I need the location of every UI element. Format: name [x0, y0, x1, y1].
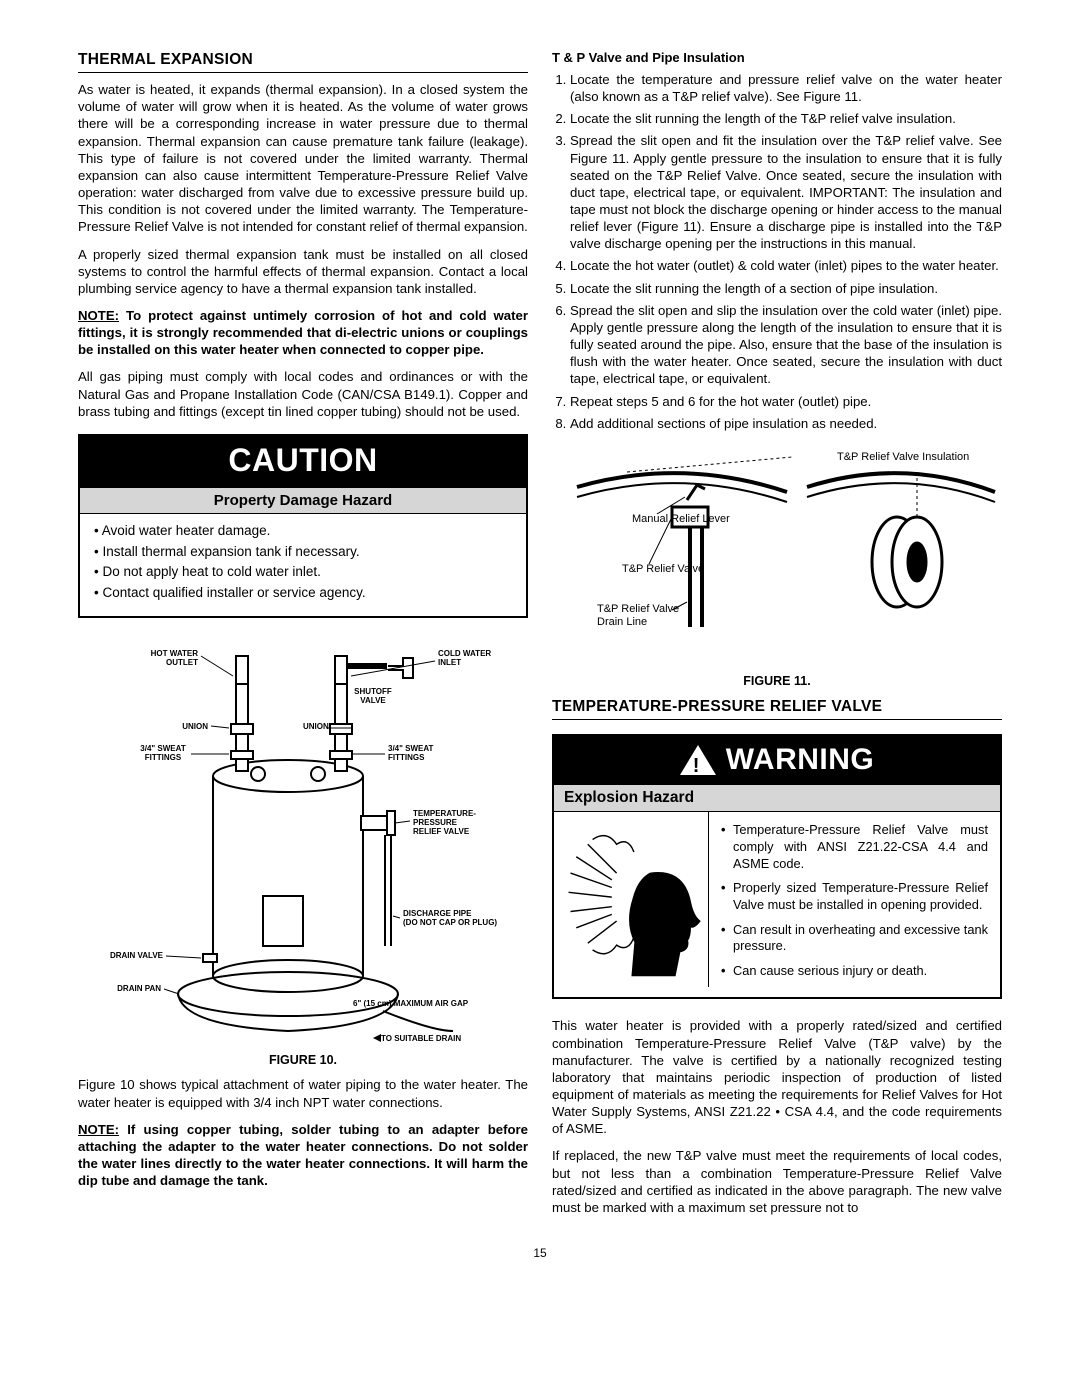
- warning-list: Temperature-Pressure Relief Valve must c…: [721, 822, 988, 979]
- tp-steps-list: Locate the temperature and pressure reli…: [552, 71, 1002, 432]
- svg-text:6" (15 cm) MAXIMUM AIR GAP: 6" (15 cm) MAXIMUM AIR GAP: [353, 999, 469, 1008]
- page-number: 15: [78, 1246, 1002, 1262]
- tp-step: Locate the slit running the length of a …: [570, 280, 1002, 297]
- svg-text:UNION: UNION: [182, 722, 208, 731]
- note-1: NOTE: To protect against untimely corros…: [78, 307, 528, 358]
- svg-text:DISCHARGE PIPE(DO NOT CAP OR P: DISCHARGE PIPE(DO NOT CAP OR PLUG): [403, 909, 497, 927]
- caution-item: Install thermal expansion tank if necess…: [94, 543, 512, 561]
- svg-text:TEMPERATURE-PRESSURERELIEF VAL: TEMPERATURE-PRESSURERELIEF VALVE: [413, 809, 476, 836]
- svg-text:UNION: UNION: [303, 722, 329, 731]
- warning-item: Temperature-Pressure Relief Valve must c…: [721, 822, 988, 872]
- thermal-expansion-heading: THERMAL EXPANSION: [78, 50, 528, 73]
- svg-text:TO SUITABLE DRAIN: TO SUITABLE DRAIN: [381, 1034, 461, 1043]
- para-thermal-2: A properly sized thermal expansion tank …: [78, 246, 528, 297]
- warning-item: Properly sized Temperature-Pressure Reli…: [721, 880, 988, 913]
- svg-text:Manual Relief Lever: Manual Relief Lever: [632, 513, 730, 525]
- tp-step: Locate the temperature and pressure reli…: [570, 71, 1002, 105]
- caution-item: Avoid water heater damage.: [94, 522, 512, 540]
- tp-step: Spread the slit open and fit the insulat…: [570, 132, 1002, 252]
- figure-11-caption: FIGURE 11.: [552, 673, 1002, 689]
- figure-10-caption: FIGURE 10.: [78, 1052, 528, 1068]
- para-thermal-3: All gas piping must comply with local co…: [78, 368, 528, 419]
- svg-text:T&P Relief Valve Insulation: T&P Relief Valve Insulation: [837, 451, 969, 463]
- svg-text:T&P Relief ValveDrain Line: T&P Relief ValveDrain Line: [597, 603, 679, 628]
- svg-text:T&P Relief Valve: T&P Relief Valve: [622, 563, 704, 575]
- warning-header: WARNING: [554, 736, 1000, 785]
- left-column: THERMAL EXPANSION As water is heated, it…: [78, 50, 528, 1226]
- warning-subtitle: Explosion Hazard: [554, 785, 1000, 812]
- svg-text:DRAIN VALVE: DRAIN VALVE: [110, 951, 164, 960]
- caution-box: CAUTION Property Damage Hazard Avoid wat…: [78, 434, 528, 618]
- warning-item: Can result in overheating and excessive …: [721, 922, 988, 955]
- para-tp-1: This water heater is provided with a pro…: [552, 1017, 1002, 1137]
- tp-step: Add additional sections of pipe insulati…: [570, 415, 1002, 432]
- svg-text:SHUTOFFVALVE: SHUTOFFVALVE: [354, 687, 392, 705]
- warning-triangle-icon: [680, 745, 716, 775]
- tp-relief-heading: TEMPERATURE-PRESSURE RELIEF VALVE: [552, 697, 1002, 720]
- warning-item: Can cause serious injury or death.: [721, 963, 988, 980]
- tp-step: Repeat steps 5 and 6 for the hot water (…: [570, 393, 1002, 410]
- para-fig10: Figure 10 shows typical attachment of wa…: [78, 1076, 528, 1110]
- svg-text:DRAIN PAN: DRAIN PAN: [117, 984, 161, 993]
- tp-step: Locate the slit running the length of th…: [570, 110, 1002, 127]
- para-tp-2: If replaced, the new T&P valve must meet…: [552, 1147, 1002, 1216]
- tp-step: Spread the slit open and slip the insula…: [570, 302, 1002, 388]
- caution-list: Avoid water heater damage. Install therm…: [94, 522, 512, 601]
- tp-valve-subhead: T & P Valve and Pipe Insulation: [552, 50, 1002, 67]
- figure-10-diagram: HOT WATEROUTLET COLD WATERINLET SHUTOFFV…: [103, 636, 503, 1046]
- right-column: T & P Valve and Pipe Insulation Locate t…: [552, 50, 1002, 1226]
- svg-text:COLD WATERINLET: COLD WATERINLET: [438, 649, 491, 667]
- warning-box: WARNING Explosion Hazard: [552, 734, 1002, 999]
- caution-item: Do not apply heat to cold water inlet.: [94, 563, 512, 581]
- para-thermal-1: As water is heated, it expands (thermal …: [78, 81, 528, 235]
- figure-11-diagram: T&P Relief Valve Insulation Manual Relie…: [557, 442, 997, 667]
- warning-header-text: WARNING: [726, 740, 875, 779]
- svg-text:HOT WATEROUTLET: HOT WATEROUTLET: [151, 649, 199, 667]
- note-2: NOTE: If using copper tubing, solder tub…: [78, 1121, 528, 1190]
- explosion-graphic: [554, 812, 709, 987]
- svg-text:3/4" SWEATFITTINGS: 3/4" SWEATFITTINGS: [140, 744, 186, 762]
- svg-text:3/4" SWEATFITTINGS: 3/4" SWEATFITTINGS: [388, 744, 434, 762]
- caution-header: CAUTION: [80, 436, 526, 488]
- caution-subtitle: Property Damage Hazard: [80, 488, 526, 515]
- tp-step: Locate the hot water (outlet) & cold wat…: [570, 257, 1002, 274]
- caution-item: Contact qualified installer or service a…: [94, 584, 512, 602]
